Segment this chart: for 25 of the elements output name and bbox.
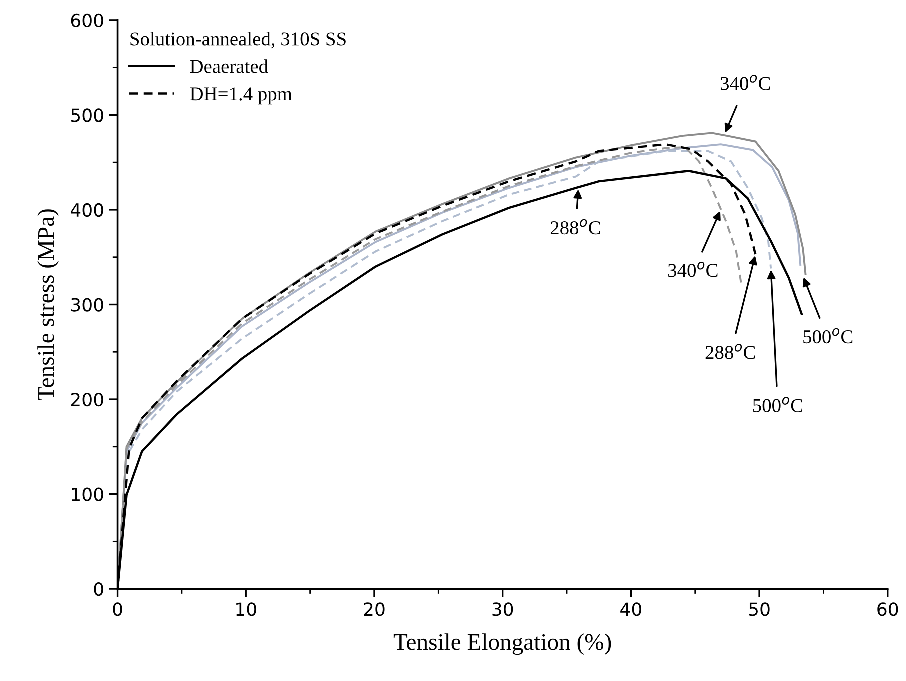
- y-tick-label: 200: [71, 392, 104, 407]
- x-tick-label: 30: [492, 602, 514, 616]
- y-tick-label: 300: [72, 298, 104, 312]
- annotation: 500$^{o}$C: [753, 397, 802, 412]
- annotation: 288$^{o}$C: [550, 219, 600, 235]
- x-tick-label: 10: [236, 602, 256, 616]
- y-tick-label: 500: [72, 108, 104, 122]
- y-tick-label: 100: [72, 488, 104, 502]
- x-tick-label: 0: [113, 602, 122, 616]
- legend-label: DH=1.4 ppm: [190, 88, 292, 105]
- x-axis-title: Tensile Elongation (%): [394, 634, 612, 656]
- x-tick-label: 40: [620, 602, 642, 616]
- x-tick-label: 20: [364, 602, 385, 616]
- legend-title: Solution-annealed, 310S SS: [130, 32, 346, 49]
- legend-label: Deaerated: [190, 60, 268, 74]
- y-tick-label: 600: [71, 14, 104, 28]
- x-tick-label: 60: [878, 602, 898, 616]
- annotation: 500$^{o}$C: [804, 328, 853, 344]
- x-tick-label: 50: [749, 602, 770, 616]
- y-tick-label: 400: [71, 203, 104, 218]
- y-tick-label: 0: [94, 582, 104, 596]
- y-axis-title: Tensile stress (MPa): [38, 210, 60, 401]
- annotation: 288$^{o}$C: [706, 344, 756, 360]
- annotation: 340$^{o}$C: [668, 262, 718, 278]
- annotation: 340$^{o}$C: [720, 75, 770, 90]
